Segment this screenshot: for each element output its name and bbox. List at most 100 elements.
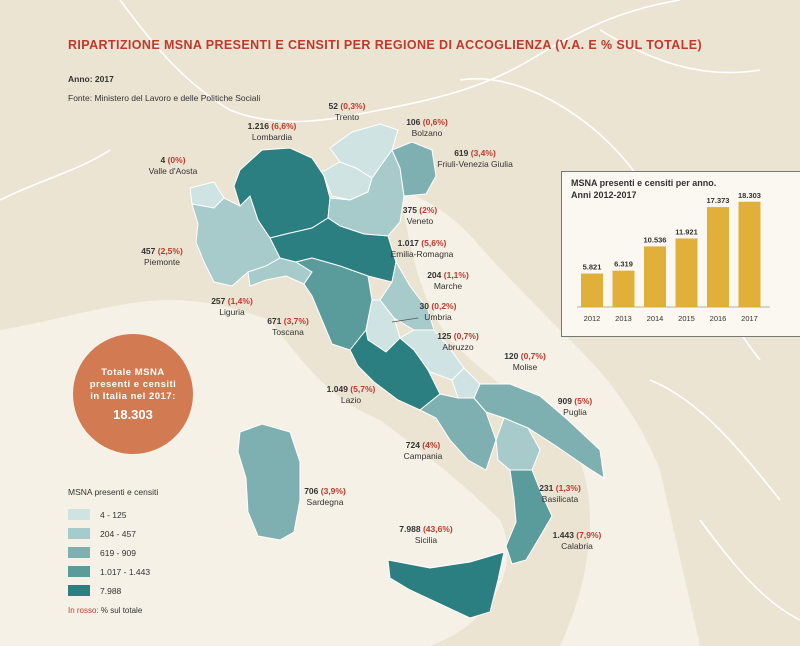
region-pct: (0,7%) bbox=[453, 331, 479, 341]
region-label: 106 (0,6%) Bolzano bbox=[406, 117, 448, 139]
region-label: 457 (2,5%) Piemonte bbox=[141, 246, 183, 268]
region-label: 52 (0,3%) Trento bbox=[329, 101, 366, 123]
region-value: 257 bbox=[211, 296, 226, 306]
region-label: 1.443 (7,9%) Calabria bbox=[553, 530, 602, 552]
legend-item: 619 - 909 bbox=[68, 543, 258, 562]
region-label-value-line: 106 (0,6%) bbox=[406, 117, 448, 128]
region-sicilia[interactable] bbox=[387, 551, 505, 619]
region-value: 1.017 bbox=[397, 238, 419, 248]
bar-2015 bbox=[675, 238, 698, 307]
page-title: RIPARTIZIONE MSNA PRESENTI E CENSITI PER… bbox=[68, 38, 703, 52]
region-pct: (5,7%) bbox=[350, 384, 376, 394]
region-label: 120 (0,7%) Molise bbox=[504, 351, 546, 373]
total-value: 18.303 bbox=[113, 406, 153, 422]
region-pct: (5,6%) bbox=[421, 238, 447, 248]
region-label-value-line: 724 (4%) bbox=[404, 440, 443, 451]
region-name: Friuli-Venezia Giulia bbox=[437, 159, 513, 169]
region-label: 1.216 (6,6%) Lombardia bbox=[248, 121, 297, 143]
year-label: Anno: 2017 bbox=[68, 74, 114, 84]
region-value: 724 bbox=[405, 440, 420, 450]
region-pct: (2,5%) bbox=[157, 246, 183, 256]
region-label-value-line: 4 (0%) bbox=[149, 155, 198, 166]
region-pct: (43,6%) bbox=[422, 524, 453, 534]
region-pct: (0%) bbox=[167, 155, 186, 165]
region-label-value-line: 231 (1,3%) bbox=[539, 483, 581, 494]
region-label-value-line: 204 (1,1%) bbox=[427, 270, 469, 281]
x-tick-label: 2017 bbox=[741, 314, 758, 323]
bar-2017 bbox=[738, 201, 761, 307]
bar-2012 bbox=[581, 273, 603, 307]
region-label: 231 (1,3%) Basilicata bbox=[539, 483, 581, 505]
region-pct: (7,9%) bbox=[576, 530, 602, 540]
region-value: 30 bbox=[419, 301, 430, 311]
x-tick-label: 2016 bbox=[710, 314, 727, 323]
region-label-value-line: 619 (3,4%) bbox=[437, 148, 513, 159]
region-calabria[interactable] bbox=[505, 469, 553, 565]
legend-note-text: % sul totale bbox=[100, 606, 143, 615]
region-label-value-line: 1.216 (6,6%) bbox=[248, 121, 297, 132]
legend-label: 4 - 125 bbox=[100, 509, 127, 520]
region-pct: (4%) bbox=[422, 440, 441, 450]
legend-item: 4 - 125 bbox=[68, 505, 258, 524]
region-label: 619 (3,4%) Friuli-Venezia Giulia bbox=[437, 148, 513, 170]
legend-label: 1.017 - 1.443 bbox=[100, 566, 151, 577]
region-name: Veneto bbox=[406, 216, 434, 226]
region-sardegna[interactable] bbox=[237, 423, 301, 541]
region-pct: (1,4%) bbox=[227, 296, 253, 306]
region-pct: (5%) bbox=[574, 396, 593, 406]
region-name: Piemonte bbox=[144, 257, 180, 267]
region-value: 1.443 bbox=[552, 530, 574, 540]
region-pct: (1,1%) bbox=[443, 270, 469, 280]
region-label: 1.017 (5,6%) Emilia-Romagna bbox=[391, 238, 454, 260]
legend-title: MSNA presenti e censiti bbox=[68, 487, 159, 497]
bar-value-label: 11.921 bbox=[675, 227, 698, 236]
region-label-value-line: 1.049 (5,7%) bbox=[327, 384, 376, 395]
region-value: 52 bbox=[328, 101, 339, 111]
bar-2013 bbox=[612, 270, 635, 307]
region-value: 375 bbox=[402, 205, 417, 215]
region-name: Toscana bbox=[272, 327, 304, 337]
region-label: 257 (1,4%) Liguria bbox=[211, 296, 253, 318]
legend-label: 204 - 457 bbox=[100, 528, 136, 539]
total-line-2: presenti e censiti bbox=[89, 378, 177, 390]
region-name: Lazio bbox=[340, 395, 362, 405]
region-label-value-line: 1.443 (7,9%) bbox=[553, 530, 602, 541]
region-name: Liguria bbox=[219, 307, 245, 317]
chart-title-line-1: MSNA presenti e censiti per anno. bbox=[571, 178, 717, 188]
region-pct: (1,3%) bbox=[555, 483, 581, 493]
region-pct: (6,6%) bbox=[271, 121, 297, 131]
legend-item: 1.017 - 1.443 bbox=[68, 562, 258, 581]
bar-value-label: 10.536 bbox=[644, 235, 667, 244]
legend-swatch bbox=[68, 509, 90, 520]
region-label-value-line: 257 (1,4%) bbox=[211, 296, 253, 307]
region-value: 909 bbox=[557, 396, 572, 406]
legend-swatch bbox=[68, 585, 90, 596]
region-pct: (2%) bbox=[419, 205, 438, 215]
region-label-value-line: 706 (3,9%) bbox=[304, 486, 346, 497]
region-name: Valle d'Aosta bbox=[148, 166, 198, 176]
region-label-value-line: 671 (3,7%) bbox=[267, 316, 309, 327]
region-campania[interactable] bbox=[419, 393, 497, 471]
bar-value-label: 6.319 bbox=[614, 260, 633, 269]
legend-note: In rosso: % sul totale bbox=[68, 606, 258, 615]
x-tick-label: 2012 bbox=[584, 314, 601, 323]
region-basilicata[interactable] bbox=[495, 417, 541, 471]
region-label: 724 (4%) Campania bbox=[404, 440, 443, 462]
region-pct: (0,7%) bbox=[520, 351, 546, 361]
region-label: 671 (3,7%) Toscana bbox=[267, 316, 309, 338]
legend-note-red: In rosso: bbox=[68, 606, 99, 615]
region-label-value-line: 909 (5%) bbox=[558, 396, 593, 407]
region-label-value-line: 7.988 (43,6%) bbox=[399, 524, 452, 535]
region-friuli[interactable] bbox=[391, 141, 437, 197]
legend-swatch bbox=[68, 528, 90, 539]
region-label-value-line: 52 (0,3%) bbox=[329, 101, 366, 112]
bar-value-label: 17.373 bbox=[707, 196, 730, 205]
x-tick-label: 2013 bbox=[615, 314, 632, 323]
bar-chart: 5.821 2012 6.319 2013 10.536 2014 11.921 2015 17… bbox=[577, 191, 770, 323]
region-value: 706 bbox=[304, 486, 319, 496]
bar-2014 bbox=[644, 246, 666, 307]
leader-lines bbox=[391, 317, 419, 323]
region-label: 4 (0%) Valle d'Aosta bbox=[149, 155, 198, 177]
region-label-value-line: 120 (0,7%) bbox=[504, 351, 546, 362]
legend-item: 204 - 457 bbox=[68, 524, 258, 543]
